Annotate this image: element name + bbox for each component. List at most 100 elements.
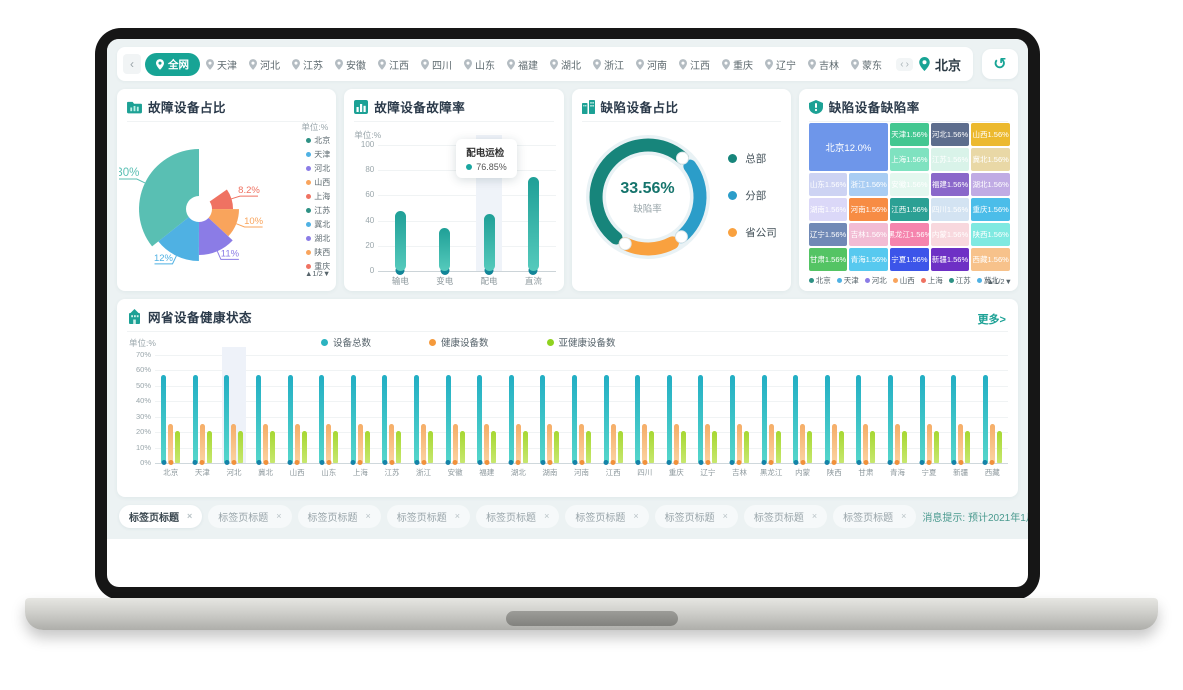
- treemap-tile-江苏[interactable]: 江苏1.56%: [930, 148, 970, 171]
- legend-item-江苏[interactable]: 江苏: [948, 275, 971, 286]
- tab-6[interactable]: 标签页标题 ×: [654, 504, 738, 528]
- folder-chart-icon: [127, 101, 142, 113]
- treemap-tile-安徽[interactable]: 安徽1.56%: [890, 173, 929, 196]
- nav-pager-prev[interactable]: ‹: [900, 58, 904, 70]
- nav-pager[interactable]: ‹ ›: [896, 57, 913, 71]
- legend-item-亚健康设备数[interactable]: 亚健康设备数: [546, 335, 616, 349]
- donut-handle[interactable]: [618, 237, 632, 251]
- tab-2[interactable]: 标签页标题 ×: [297, 504, 381, 528]
- legend-item-设备总数[interactable]: 设备总数: [321, 335, 371, 349]
- nav-region-0[interactable]: 天津: [200, 57, 243, 72]
- treemap-tile-重庆[interactable]: 重庆1.56%: [971, 198, 1010, 221]
- nav-region-7[interactable]: 福建: [501, 57, 544, 72]
- close-icon[interactable]: ×: [901, 511, 907, 521]
- treemap-tile-上海[interactable]: 上海1.56%: [890, 148, 929, 171]
- legend-item-北京[interactable]: 北京: [306, 135, 330, 146]
- tab-3[interactable]: 标签页标题 ×: [386, 504, 471, 528]
- treemap-tile-福建[interactable]: 福建1.56%: [930, 173, 970, 196]
- nav-scroll-left-button[interactable]: ‹: [123, 54, 141, 74]
- legend-item-天津[interactable]: 天津: [836, 275, 859, 286]
- nav-region-6[interactable]: 山东: [458, 57, 501, 72]
- nav-region-active[interactable]: 全网: [145, 52, 200, 76]
- treemap-tile-四川[interactable]: 四川1.56%: [930, 198, 970, 221]
- legend-item-分部[interactable]: 分部: [728, 188, 777, 203]
- close-icon[interactable]: ×: [365, 511, 371, 521]
- close-icon[interactable]: ×: [722, 511, 728, 521]
- reset-button[interactable]: ↺: [982, 49, 1018, 79]
- nav-region-1[interactable]: 河北: [243, 57, 286, 72]
- treemap-tile-湖南[interactable]: 湖南1.56%: [808, 198, 848, 221]
- tab-5[interactable]: 标签页标题 ×: [565, 504, 649, 528]
- treemap-tile-新疆[interactable]: 新疆1.56%: [930, 248, 970, 271]
- treemap-tile-天津[interactable]: 天津1.56%: [890, 123, 929, 146]
- legend-item-重庆[interactable]: 重庆: [306, 261, 330, 272]
- legend-item-江苏[interactable]: 江苏: [306, 205, 330, 216]
- nav-region-5[interactable]: 四川: [415, 57, 458, 72]
- treemap-tile-浙江[interactable]: 浙江1.56%: [849, 173, 889, 196]
- map-pin-icon: [919, 57, 930, 71]
- x-tick-label: 黑龙江: [759, 468, 783, 477]
- tab-0[interactable]: 标签页标题 ×: [119, 504, 203, 528]
- nav-region-15[interactable]: 蒙东: [845, 57, 888, 72]
- close-icon[interactable]: ×: [454, 511, 461, 521]
- treemap-tile-青海[interactable]: 青海1.56%: [849, 248, 889, 271]
- city-selector[interactable]: 北京: [919, 55, 967, 74]
- legend-item-天津[interactable]: 天津: [306, 149, 330, 160]
- legend-pager[interactable]: ▲1/2▼: [304, 269, 331, 278]
- nav-region-9[interactable]: 浙江: [587, 57, 630, 72]
- treemap-tile-宁夏[interactable]: 宁夏1.56%: [890, 248, 929, 271]
- treemap-tile-黑龙江[interactable]: 黑龙江1.56%: [890, 223, 929, 246]
- tab-8[interactable]: 标签页标题 ×: [833, 504, 917, 528]
- donut-handle[interactable]: [674, 230, 688, 244]
- legend-item-湖北[interactable]: 湖北: [306, 233, 330, 244]
- legend-item-陕西[interactable]: 陕西: [306, 247, 330, 258]
- close-icon[interactable]: ×: [276, 511, 282, 521]
- legend-item-河北[interactable]: 河北: [306, 163, 330, 174]
- legend-item-冀北[interactable]: 冀北: [306, 219, 330, 230]
- tab-1[interactable]: 标签页标题 ×: [208, 504, 292, 528]
- more-link[interactable]: 更多>: [977, 314, 1006, 326]
- treemap-tile-甘肃[interactable]: 甘肃1.56%: [808, 248, 848, 271]
- nav-region-10[interactable]: 河南: [630, 57, 673, 72]
- tab-4[interactable]: 标签页标题 ×: [476, 504, 560, 528]
- nav-region-2[interactable]: 江苏: [286, 57, 329, 72]
- treemap-tile-陕西[interactable]: 陕西1.56%: [971, 223, 1010, 246]
- treemap-tile-西藏[interactable]: 西藏1.56%: [971, 248, 1010, 271]
- treemap-tile-江西[interactable]: 江西1.56%: [890, 198, 929, 221]
- nav-region-8[interactable]: 湖北: [544, 57, 587, 72]
- nav-region-12[interactable]: 重庆: [716, 57, 759, 72]
- legend-item-河北[interactable]: 河北: [864, 275, 887, 286]
- tab-7[interactable]: 标签页标题 ×: [743, 504, 828, 528]
- nav-region-4[interactable]: 江西: [372, 57, 415, 72]
- close-icon[interactable]: ×: [187, 511, 193, 521]
- close-icon[interactable]: ×: [811, 511, 818, 521]
- treemap-tile-北京[interactable]: 北京12.0%: [808, 123, 889, 171]
- treemap-tile-辽宁[interactable]: 辽宁1.56%: [808, 223, 848, 246]
- nav-region-14[interactable]: 吉林: [802, 57, 845, 72]
- legend-item-北京[interactable]: 北京: [808, 275, 831, 286]
- legend-item-总部[interactable]: 总部: [728, 151, 777, 166]
- legend-item-健康设备数[interactable]: 健康设备数: [429, 335, 489, 349]
- treemap-tile-山西[interactable]: 山西1.56%: [971, 123, 1010, 146]
- legend-item-上海[interactable]: 上海: [920, 275, 943, 286]
- close-icon[interactable]: ×: [633, 511, 639, 521]
- treemap-tile-山东[interactable]: 山东1.56%: [808, 173, 848, 196]
- legend-item-省公司[interactable]: 省公司: [728, 225, 777, 240]
- treemap-tile-河北[interactable]: 河北1.56%: [930, 123, 970, 146]
- legend-pager[interactable]: ▲1/2▼: [986, 277, 1012, 286]
- treemap-tile-河南[interactable]: 河南1.56%: [849, 198, 889, 221]
- nav-pager-next[interactable]: ›: [905, 58, 909, 70]
- nav-region-13[interactable]: 辽宁: [759, 57, 802, 72]
- legend-item-上海[interactable]: 上海: [306, 191, 330, 202]
- nav-region-11[interactable]: 江西: [673, 57, 716, 72]
- treemap-tile-湖北[interactable]: 湖北1.56%: [971, 173, 1010, 196]
- legend-item-冀北[interactable]: 冀北: [976, 275, 999, 286]
- treemap-tile-内蒙[interactable]: 内蒙1.56%: [930, 223, 970, 246]
- nav-region-3[interactable]: 安徽: [329, 57, 372, 72]
- treemap-tile-冀北[interactable]: 冀北1.56%: [971, 148, 1010, 171]
- legend-item-山西[interactable]: 山西: [892, 275, 915, 286]
- close-icon[interactable]: ×: [544, 511, 550, 521]
- treemap-tile-吉林[interactable]: 吉林1.56%: [849, 223, 889, 246]
- legend-item-山西[interactable]: 山西: [306, 177, 330, 188]
- donut-handle[interactable]: [675, 151, 689, 165]
